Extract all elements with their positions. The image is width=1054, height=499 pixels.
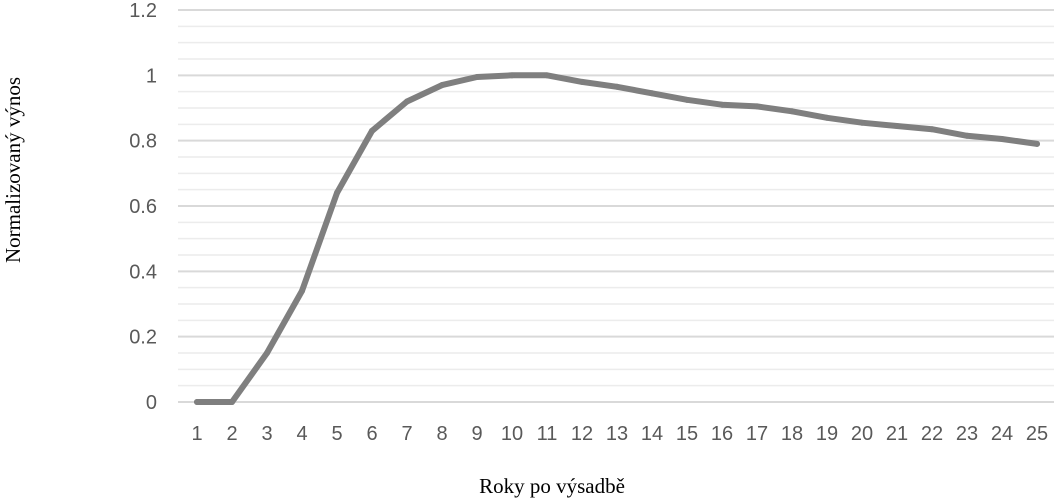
data-point (369, 127, 375, 134)
y-tick-label: 1.2 (129, 0, 157, 22)
x-tick-label: 1 (191, 423, 202, 445)
x-tick-label: 25 (1026, 423, 1048, 445)
y-axis-title: Normalizovaný výnos (1, 77, 25, 263)
x-tick-label: 8 (436, 423, 447, 445)
data-point (859, 119, 865, 126)
y-tick-label: 1 (146, 65, 157, 87)
gridlines (178, 9, 1054, 403)
data-point (544, 72, 550, 79)
x-tick-label: 23 (956, 423, 978, 445)
data-point (439, 82, 445, 89)
y-tick-label: 0.4 (129, 261, 157, 283)
x-tick-label: 15 (676, 423, 698, 445)
data-point (894, 122, 900, 129)
data-point (229, 399, 235, 405)
series-group (194, 72, 1040, 405)
data-point (334, 189, 340, 196)
x-tick-label: 14 (641, 423, 663, 445)
x-tick-label: 4 (296, 423, 307, 445)
data-point (579, 78, 585, 85)
data-point (719, 101, 725, 108)
data-point (929, 126, 935, 133)
x-tick-label: 18 (781, 423, 803, 445)
data-point (824, 114, 830, 121)
y-tick-label: 0 (146, 392, 157, 414)
x-tick-label: 24 (991, 423, 1013, 445)
x-tick-labels: 1 2 3 4 5 6 7 8 9 10 11 12 13 14 15 16 17 18 19 20 21 22 23 24 2… (191, 423, 1048, 445)
data-point (964, 132, 970, 139)
data-point (754, 103, 760, 110)
data-point (999, 136, 1005, 143)
y-tick-label: 0.8 (129, 131, 157, 153)
data-point (684, 96, 690, 103)
x-tick-label: 9 (471, 423, 482, 445)
x-axis-title: Roky po výsadbě (479, 474, 625, 498)
x-tick-label: 5 (331, 423, 342, 445)
data-point (474, 73, 480, 80)
data-point (264, 350, 270, 356)
x-tick-label: 22 (921, 423, 943, 445)
data-point (649, 90, 655, 97)
data-point (1034, 140, 1040, 147)
x-tick-label: 10 (501, 423, 523, 445)
x-tick-label: 21 (886, 423, 908, 445)
data-point (299, 287, 305, 294)
data-point (614, 83, 620, 90)
x-tick-label: 19 (816, 423, 838, 445)
x-tick-label: 3 (261, 423, 272, 445)
data-point (509, 72, 515, 79)
y-tick-labels: 0 0.2 0.4 0.6 0.8 1 1.2 (129, 0, 157, 414)
x-tick-label: 16 (711, 423, 733, 445)
y-tick-label: 0.6 (129, 196, 157, 218)
x-tick-label: 2 (226, 423, 237, 445)
x-tick-label: 11 (537, 423, 558, 445)
x-tick-label: 12 (571, 423, 593, 445)
x-tick-label: 7 (401, 423, 412, 445)
x-tick-label: 20 (851, 423, 873, 445)
x-tick-label: 13 (606, 423, 628, 445)
x-tick-label: 17 (746, 423, 768, 445)
data-point (789, 108, 795, 115)
data-point (194, 399, 200, 405)
data-point (404, 98, 410, 105)
x-tick-label: 6 (366, 423, 377, 445)
y-tick-label: 0.2 (129, 327, 157, 349)
